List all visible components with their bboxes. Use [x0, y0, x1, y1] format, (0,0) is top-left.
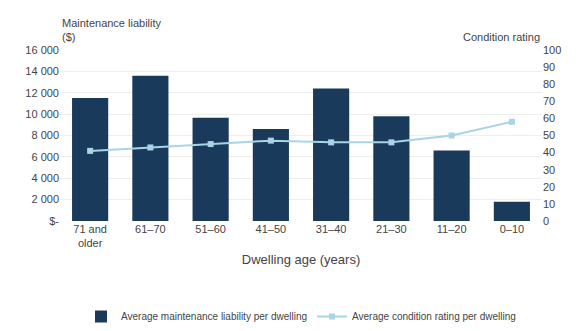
svg-text:10 000: 10 000 [25, 108, 59, 120]
svg-text:20: 20 [543, 181, 555, 193]
svg-text:11–20: 11–20 [437, 223, 467, 235]
svg-text:2 000: 2 000 [31, 193, 59, 205]
svg-text:70: 70 [543, 95, 555, 107]
svg-text:14 000: 14 000 [25, 65, 59, 77]
svg-text:$-: $- [49, 215, 59, 227]
svg-text:50: 50 [543, 129, 555, 141]
svg-text:0: 0 [543, 215, 549, 227]
svg-text:6 000: 6 000 [31, 151, 59, 163]
svg-text:Average condition rating per d: Average condition rating per dwelling [352, 311, 516, 322]
svg-text:80: 80 [543, 78, 555, 90]
svg-text:51–60: 51–60 [195, 223, 226, 235]
svg-text:Maintenance liability($): Maintenance liability($) [62, 17, 162, 43]
svg-text:Dwelling age (years): Dwelling age (years) [242, 252, 361, 267]
svg-text:4 000: 4 000 [31, 172, 59, 184]
svg-text:100: 100 [543, 44, 561, 56]
svg-text:30: 30 [543, 164, 555, 176]
svg-text:71 andolder: 71 andolder [73, 223, 107, 249]
svg-text:90: 90 [543, 61, 555, 73]
svg-text:31–40: 31–40 [316, 223, 347, 235]
svg-text:10: 10 [543, 198, 555, 210]
svg-text:21–30: 21–30 [376, 223, 407, 235]
svg-text:8 000: 8 000 [31, 129, 59, 141]
svg-text:Condition rating: Condition rating [463, 31, 540, 43]
svg-text:Average maintenance liability: Average maintenance liability per dwelli… [121, 311, 307, 322]
svg-text:61–70: 61–70 [135, 223, 166, 235]
svg-text:0–10: 0–10 [500, 223, 524, 235]
svg-text:60: 60 [543, 112, 555, 124]
svg-text:12 000: 12 000 [25, 87, 59, 99]
svg-text:41–50: 41–50 [256, 223, 287, 235]
svg-text:40: 40 [543, 146, 555, 158]
svg-text:16 000: 16 000 [25, 44, 59, 56]
